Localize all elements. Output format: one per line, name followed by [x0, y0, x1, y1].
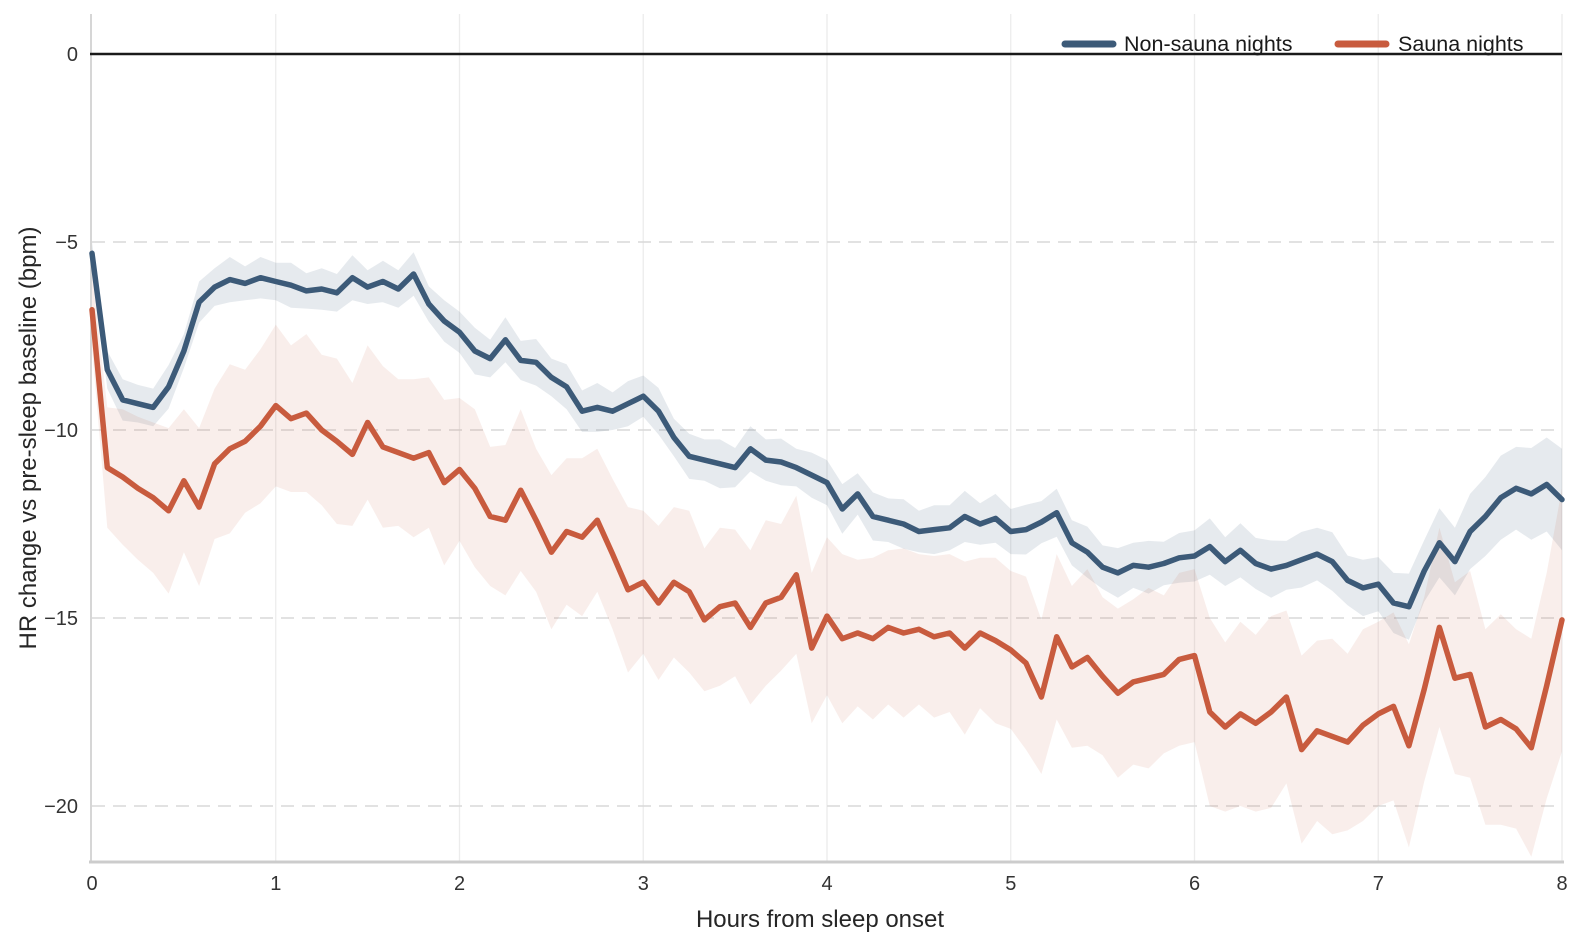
y-tick-label: −15: [44, 608, 78, 630]
y-tick-label: −10: [44, 420, 78, 442]
legend-label-1: Sauna nights: [1398, 32, 1524, 56]
x-tick-label: 0: [86, 873, 97, 895]
x-tick-label: 7: [1373, 873, 1384, 895]
confidence-band-0: [92, 242, 1562, 640]
x-tick-label: 5: [1005, 873, 1016, 895]
x-tick-label: 3: [638, 873, 649, 895]
confidence-band-1: [92, 272, 1562, 857]
y-tick-label: −5: [55, 232, 78, 254]
y-axis-label: HR change vs pre-sleep baseline (bpm): [15, 227, 42, 650]
series-line-0: [89, 250, 1565, 610]
series-line-1: [89, 306, 1565, 753]
x-tick-label: 6: [1189, 873, 1200, 895]
x-tick-label: 2: [454, 873, 465, 895]
legend-label-0: Non-sauna nights: [1124, 32, 1293, 56]
y-tick-label: 0: [67, 44, 78, 66]
x-axis-label: Hours from sleep onset: [696, 906, 944, 933]
x-tick-label: 1: [270, 873, 281, 895]
x-tick-label: 4: [821, 873, 832, 895]
x-tick-label: 8: [1556, 873, 1567, 895]
y-tick-label: −20: [44, 796, 78, 818]
